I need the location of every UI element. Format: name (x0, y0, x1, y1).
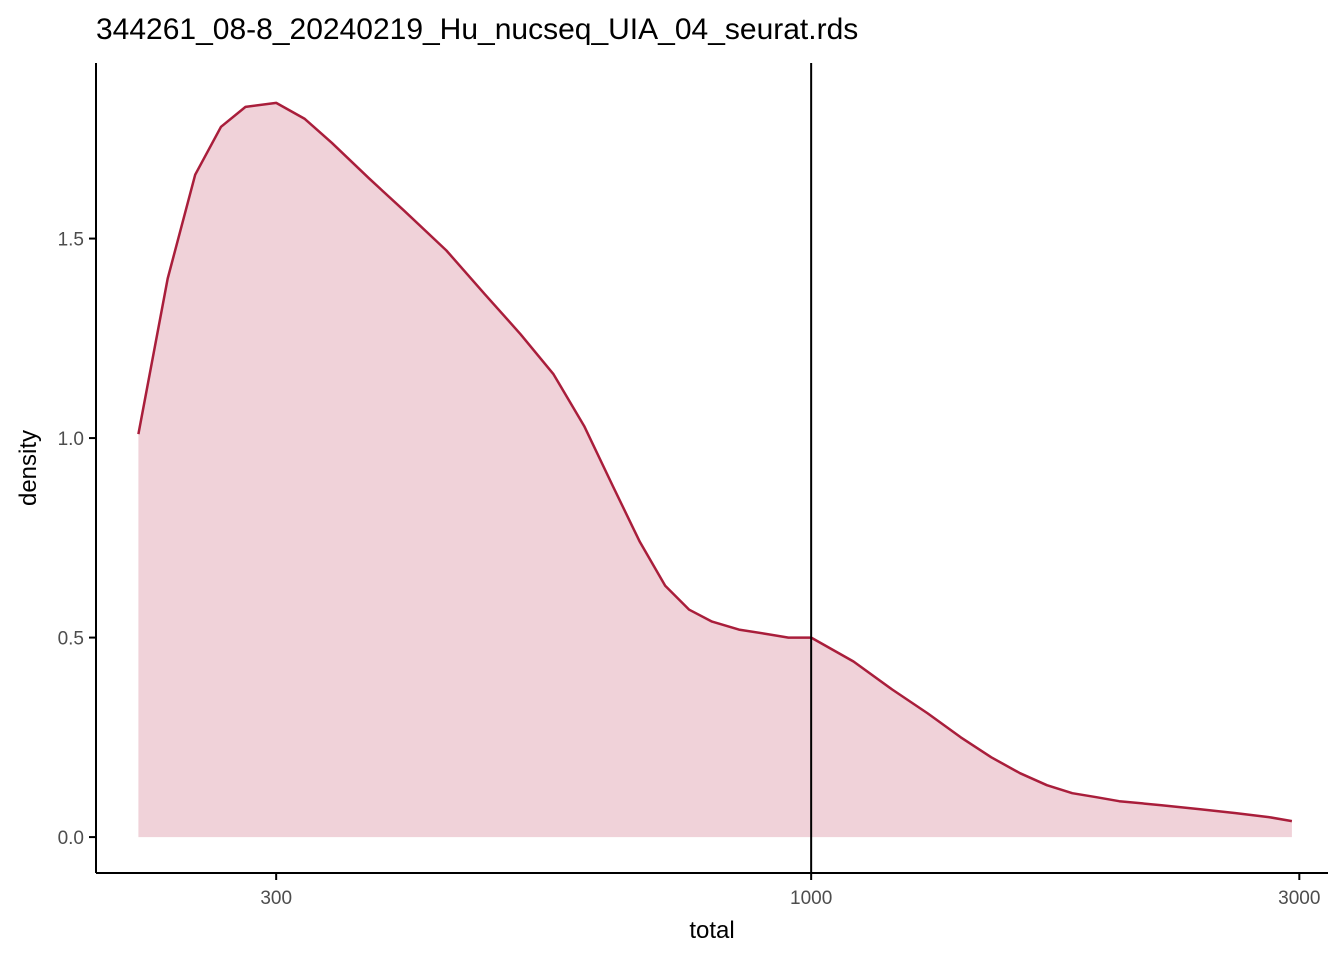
x-tick-label: 1000 (790, 888, 832, 909)
x-tick-label: 3000 (1278, 888, 1320, 909)
y-tick-label: 0.0 (58, 828, 84, 849)
x-tick-label: 300 (260, 888, 292, 909)
plot-area (137, 63, 1293, 873)
y-tick-label: 1.5 (58, 230, 84, 251)
x-axis-ticks: 300 1000 3000 (260, 873, 1320, 909)
density-area-fill (138, 102, 1292, 838)
density-line (137, 101, 1293, 823)
x-axis-title: total (689, 917, 734, 944)
y-tick-label: 1.0 (58, 429, 84, 450)
y-axis-title: density (15, 430, 42, 506)
y-tick-label: 0.5 (58, 629, 84, 650)
chart-title: 344261_08-8_20240219_Hu_nucseq_UIA_04_se… (96, 13, 858, 46)
y-axis-ticks: 0.0 0.5 1.0 1.5 (58, 230, 96, 849)
